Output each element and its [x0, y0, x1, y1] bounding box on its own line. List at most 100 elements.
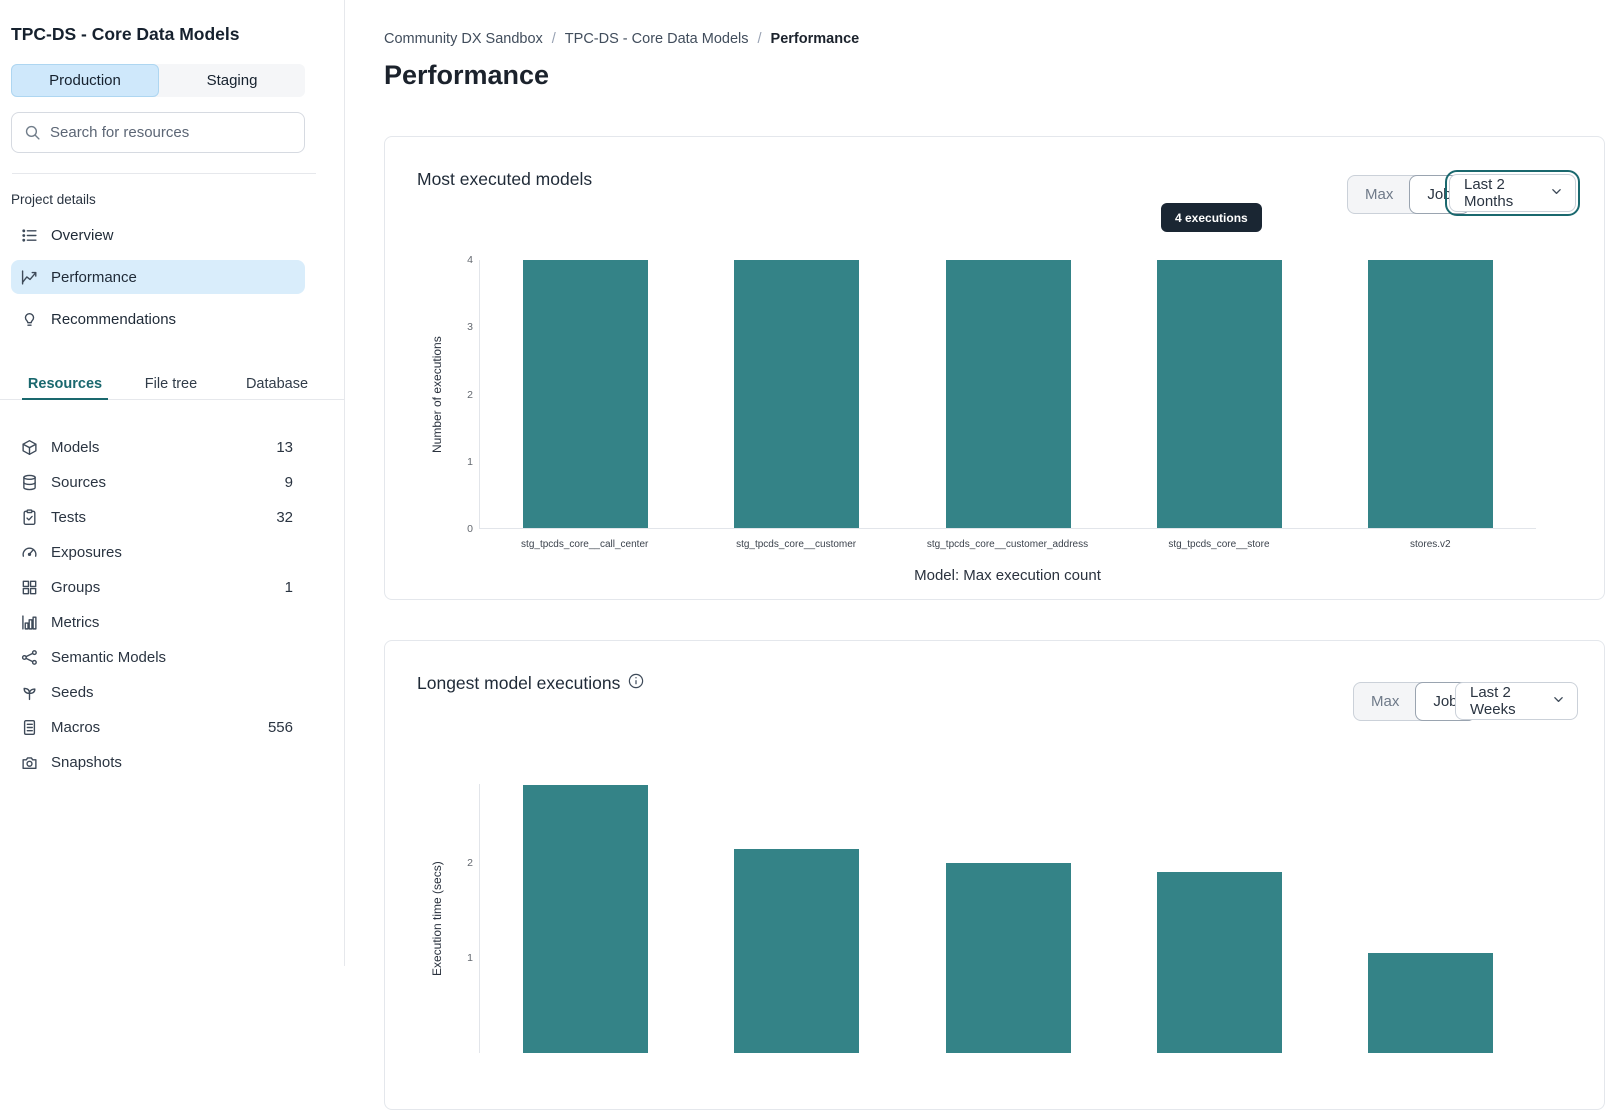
document-icon: [21, 719, 38, 736]
most-executed-models-card: Most executed models Max Job Last 2 Mont…: [384, 136, 1605, 600]
x-tick-label: stg_tpcds_core__call_center: [521, 539, 649, 550]
resource-label: Models: [51, 439, 100, 456]
date-range-value: Last 2 Weeks: [1470, 684, 1516, 718]
breadcrumb: Community DX Sandbox / TPC-DS - Core Dat…: [384, 31, 859, 47]
resource-count: 32: [276, 509, 293, 526]
chevron-down-icon: [1552, 693, 1565, 710]
resource-label: Tests: [51, 509, 87, 526]
resource-count: 556: [267, 719, 293, 736]
search-input[interactable]: [50, 124, 292, 141]
database-icon: [21, 474, 38, 491]
sidebar-item-recommendations[interactable]: Recommendations: [11, 302, 305, 336]
lightbulb-icon: [21, 311, 38, 328]
bar[interactable]: [734, 260, 860, 528]
bar[interactable]: [945, 260, 1071, 528]
resource-list: Models 13 Sources 9 Tests 32 Exposures: [11, 430, 305, 780]
y-tick-label: 2: [467, 388, 473, 401]
y-tick-label: 2: [467, 856, 473, 869]
x-tick-label: stg_tpcds_core__store: [1168, 539, 1270, 550]
resource-count: 1: [284, 579, 293, 596]
chevron-down-icon: [1550, 185, 1563, 202]
resource-tabs: Resources File tree Database: [0, 369, 345, 400]
bar[interactable]: [1367, 260, 1493, 528]
resource-search[interactable]: [11, 112, 305, 153]
y-tick-label: 1: [467, 951, 473, 964]
sidebar: TPC-DS - Core Data Models Production Sta…: [0, 0, 345, 966]
breadcrumb-separator: /: [757, 31, 762, 47]
plot-area: [479, 260, 1536, 529]
card-title-text: Most executed models: [417, 169, 593, 189]
chart-tooltip: 4 executions: [1161, 203, 1262, 232]
resource-row-sources[interactable]: Sources 9: [11, 465, 305, 500]
page-title: Performance: [384, 60, 550, 90]
resource-count: 9: [284, 474, 293, 491]
resource-label: Metrics: [51, 614, 100, 631]
breadcrumb-separator: /: [551, 31, 556, 47]
sprout-icon: [21, 684, 38, 701]
breadcrumb-project[interactable]: TPC-DS - Core Data Models: [564, 31, 749, 47]
y-tick-label: 3: [467, 321, 473, 334]
resource-row-macros[interactable]: Macros 556: [11, 710, 305, 745]
resource-label: Sources: [51, 474, 107, 491]
project-title: TPC-DS - Core Data Models: [11, 24, 240, 44]
clipboard-check-icon: [21, 509, 38, 526]
max-toggle-button[interactable]: Max: [1365, 186, 1394, 203]
plot-area: [479, 784, 1536, 1053]
bar[interactable]: [1367, 953, 1493, 1053]
project-nav: Overview Performance Recommendations: [11, 218, 305, 336]
card-title: Longest model executions: [417, 673, 644, 694]
longest-model-executions-card: Longest model executions Max Job Last 2 …: [384, 640, 1605, 1110]
tab-file-tree[interactable]: File tree: [144, 376, 198, 392]
resource-row-snapshots[interactable]: Snapshots: [11, 745, 305, 780]
sidebar-item-label: Overview: [51, 226, 114, 244]
main-content: Community DX Sandbox / TPC-DS - Core Dat…: [345, 0, 1621, 1110]
tab-resources[interactable]: Resources: [12, 369, 118, 400]
x-axis-title: Model: Max execution count: [914, 567, 1101, 584]
sidebar-item-overview[interactable]: Overview: [11, 218, 305, 252]
resource-row-tests[interactable]: Tests 32: [11, 500, 305, 535]
resource-label: Groups: [51, 579, 101, 596]
breadcrumb-current: Performance: [770, 31, 860, 47]
date-range-dropdown[interactable]: Last 2 Weeks: [1455, 682, 1578, 720]
resource-row-semantic-models[interactable]: Semantic Models: [11, 640, 305, 675]
breadcrumb-account[interactable]: Community DX Sandbox: [384, 31, 543, 47]
resource-label: Macros: [51, 719, 101, 736]
bar[interactable]: [1156, 260, 1282, 528]
x-axis-labels: stg_tpcds_core__call_center stg_tpcds_cor…: [479, 539, 1536, 550]
sidebar-item-label: Recommendations: [51, 310, 177, 328]
bar[interactable]: [523, 260, 649, 528]
x-tick-label: stg_tpcds_core__customer: [736, 539, 857, 550]
date-range-value: Last 2 Months: [1464, 176, 1514, 210]
sidebar-item-label: Performance: [51, 268, 137, 286]
card-title: Most executed models: [417, 169, 592, 190]
search-icon: [24, 124, 41, 141]
sidebar-divider: [12, 173, 316, 174]
resource-row-exposures[interactable]: Exposures: [11, 535, 305, 570]
project-details-label: Project details: [11, 192, 96, 207]
max-toggle-button[interactable]: Max: [1371, 693, 1400, 710]
date-range-dropdown[interactable]: Last 2 Months: [1445, 170, 1580, 216]
resource-row-models[interactable]: Models 13: [11, 430, 305, 465]
cube-icon: [21, 439, 38, 456]
resource-row-seeds[interactable]: Seeds: [11, 675, 305, 710]
tab-staging[interactable]: Staging: [206, 72, 258, 89]
resource-row-metrics[interactable]: Metrics: [11, 605, 305, 640]
bar[interactable]: [1156, 872, 1282, 1053]
bar[interactable]: [945, 862, 1071, 1053]
bar[interactable]: [523, 784, 649, 1053]
tab-database[interactable]: Database: [245, 376, 309, 392]
sidebar-item-performance[interactable]: Performance: [11, 260, 305, 294]
grid-icon: [21, 579, 38, 596]
overview-list-icon: [21, 227, 38, 244]
y-axis-ticks: 0 1 2 3 4: [385, 254, 473, 535]
bar-series: [480, 784, 1536, 1053]
resource-label: Snapshots: [51, 754, 122, 771]
resource-row-groups[interactable]: Groups 1: [11, 570, 305, 605]
y-tick-label: 4: [467, 254, 473, 266]
bar[interactable]: [734, 848, 860, 1053]
tab-production[interactable]: Production: [11, 64, 159, 97]
bar-chart-icon: [21, 614, 38, 631]
resource-count: 13: [276, 439, 293, 456]
info-icon[interactable]: [628, 673, 644, 694]
